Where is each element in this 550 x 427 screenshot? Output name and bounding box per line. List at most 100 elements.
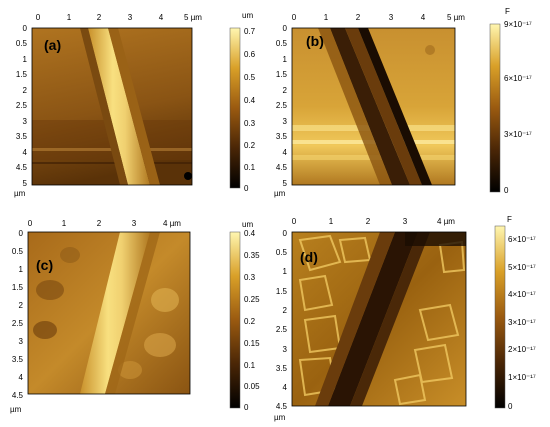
x-tick: 0 bbox=[292, 217, 297, 226]
y-tick: 3.5 bbox=[16, 132, 28, 141]
colorbar-tick: 0.3 bbox=[244, 119, 256, 128]
colorbar-tick: 0.5 bbox=[244, 73, 256, 82]
y-tick: 2 bbox=[19, 301, 24, 310]
y-tick: 3.5 bbox=[12, 355, 24, 364]
panel-label: (b) bbox=[306, 33, 324, 49]
x-tick: 0 bbox=[292, 13, 297, 22]
x-tick: 1 bbox=[62, 219, 67, 228]
colorbar-tick: 0.2 bbox=[244, 141, 256, 150]
axis-unit: µm bbox=[274, 189, 286, 198]
x-tick: 0 bbox=[28, 219, 33, 228]
y-tick: 0 bbox=[19, 229, 24, 238]
colorbar-tick: 0.3 bbox=[244, 273, 256, 282]
colorbar-tick: 0.05 bbox=[244, 382, 260, 391]
colorbar-unit: F bbox=[505, 7, 510, 16]
x-tick: 2 bbox=[366, 217, 371, 226]
y-axis: 0 0.5 1 1.5 2 2.5 3 3.5 4 4.5 5 µm bbox=[274, 24, 288, 198]
x-tick: 2 bbox=[97, 13, 102, 22]
x-tick: 3 bbox=[132, 219, 137, 228]
colorbar-tick: 0 bbox=[504, 186, 509, 195]
x-tick: 5 µm bbox=[447, 13, 465, 22]
colorbar-tick: 0.4 bbox=[244, 96, 256, 105]
colorbar-tick: 9×10⁻¹⁷ bbox=[504, 20, 532, 29]
y-tick: 3 bbox=[283, 345, 288, 354]
y-tick: 2 bbox=[23, 86, 28, 95]
colorbar-tick: 6×10⁻¹⁷ bbox=[504, 74, 532, 83]
y-tick: 4.5 bbox=[12, 391, 24, 400]
y-tick: 4.5 bbox=[276, 402, 288, 411]
x-axis: 0 1 2 3 4 5 µm bbox=[292, 13, 466, 22]
x-tick: 3 bbox=[389, 13, 394, 22]
x-axis: 0 1 2 3 4 µm bbox=[292, 217, 456, 226]
x-tick: 5 µm bbox=[184, 13, 202, 22]
colorbar-unit: F bbox=[507, 215, 512, 224]
y-tick: 2 bbox=[283, 306, 288, 315]
colorbar-unit: um bbox=[242, 220, 253, 229]
colorbar: um 0.4 0.35 0.3 0.25 0.2 0.15 0.1 0.05 0 bbox=[229, 220, 260, 412]
y-tick: 3.5 bbox=[276, 132, 288, 141]
axis-unit: µm bbox=[274, 413, 286, 422]
y-tick: 1 bbox=[19, 265, 24, 274]
y-tick: 0 bbox=[23, 24, 28, 33]
y-tick: 0 bbox=[283, 24, 288, 33]
colorbar-tick: 3×10⁻¹⁷ bbox=[504, 130, 532, 139]
x-tick: 4 µm bbox=[437, 217, 455, 226]
panel-label: (d) bbox=[300, 249, 318, 265]
colorbar-tick: 0.6 bbox=[244, 50, 256, 59]
colorbar-tick: 5×10⁻¹⁷ bbox=[508, 263, 536, 272]
colorbar-tick: 3×10⁻¹⁷ bbox=[508, 318, 536, 327]
colorbar: um 0.7 0.6 0.5 0.4 0.3 0.2 0.1 0 bbox=[229, 11, 256, 193]
colorbar-tick: 0.15 bbox=[244, 339, 260, 348]
y-tick: 0.5 bbox=[276, 39, 288, 48]
y-axis: 0 0.5 1 1.5 2 2.5 3 3.5 4 4.5 µm bbox=[10, 229, 24, 414]
y-tick: 4.5 bbox=[276, 163, 288, 172]
y-tick: 1.5 bbox=[12, 283, 24, 292]
x-axis: 0 1 2 3 4 µm bbox=[28, 219, 182, 228]
y-tick: 3 bbox=[19, 337, 24, 346]
panel-d-image bbox=[292, 232, 466, 406]
colorbar-tick: 0.7 bbox=[244, 27, 256, 36]
y-tick: 0.5 bbox=[276, 248, 288, 257]
y-tick: 2.5 bbox=[276, 325, 288, 334]
colorbar-tick: 0.1 bbox=[244, 163, 256, 172]
panel-b: (b) 0 1 2 3 4 5 µm 0 0.5 1 1.5 2 2.5 3 3… bbox=[274, 7, 532, 198]
x-tick: 1 bbox=[324, 13, 329, 22]
panel-c-image bbox=[28, 232, 190, 394]
y-tick: 3 bbox=[283, 117, 288, 126]
colorbar-tick: 0 bbox=[508, 402, 513, 411]
y-tick: 1 bbox=[23, 55, 28, 64]
y-tick: 3.5 bbox=[276, 364, 288, 373]
colorbar: F 6×10⁻¹⁷ 5×10⁻¹⁷ 4×10⁻¹⁷ 3×10⁻¹⁷ 2×10⁻¹… bbox=[494, 215, 536, 411]
y-tick: 1 bbox=[283, 267, 288, 276]
y-tick: 5 bbox=[283, 179, 288, 188]
colorbar-tick: 0.4 bbox=[244, 229, 256, 238]
colorbar-unit: um bbox=[242, 11, 253, 20]
axis-unit: µm bbox=[10, 405, 22, 414]
colorbar-tick: 1×10⁻¹⁷ bbox=[508, 373, 536, 382]
panel-b-image bbox=[292, 28, 455, 185]
x-axis: 0 1 2 3 4 5 µm bbox=[36, 13, 203, 22]
panel-d: (d) 0 1 2 3 4 µm 0 0.5 1 1.5 2 2.5 3 3.5… bbox=[274, 215, 536, 422]
x-tick: 1 bbox=[329, 217, 334, 226]
y-tick: 0.5 bbox=[16, 39, 28, 48]
y-tick: 4.5 bbox=[16, 163, 28, 172]
y-tick: 5 bbox=[23, 179, 28, 188]
panel-c: (c) 0 1 2 3 4 µm 0 0.5 1 1.5 2 2.5 3 3.5… bbox=[10, 219, 260, 414]
colorbar: F 9×10⁻¹⁷ 6×10⁻¹⁷ 3×10⁻¹⁷ 0 bbox=[489, 7, 532, 195]
colorbar-tick: 0.25 bbox=[244, 295, 260, 304]
y-tick: 1.5 bbox=[276, 70, 288, 79]
panel-a-image bbox=[32, 28, 192, 185]
colorbar-tick: 4×10⁻¹⁷ bbox=[508, 290, 536, 299]
y-tick: 2.5 bbox=[16, 101, 28, 110]
x-tick: 1 bbox=[67, 13, 72, 22]
y-tick: 4 bbox=[19, 373, 24, 382]
x-tick: 2 bbox=[356, 13, 361, 22]
x-tick: 4 µm bbox=[163, 219, 181, 228]
y-tick: 3 bbox=[23, 117, 28, 126]
y-axis: 0 0.5 1 1.5 2 2.5 3 3.5 4 4.5 5 µm bbox=[14, 24, 28, 198]
colorbar-tick: 0 bbox=[244, 403, 249, 412]
y-tick: 1 bbox=[283, 55, 288, 64]
x-tick: 3 bbox=[128, 13, 133, 22]
x-tick: 3 bbox=[403, 217, 408, 226]
